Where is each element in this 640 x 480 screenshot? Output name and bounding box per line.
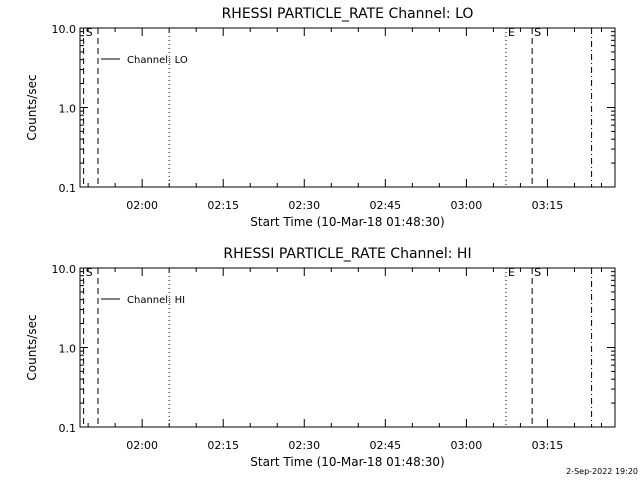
y-tick-label: 1.0 — [59, 343, 77, 356]
x-tick-label: 02:30 — [288, 199, 320, 212]
marker-label: S — [534, 266, 541, 279]
y-tick-label: 0.1 — [59, 182, 77, 195]
chart-panel-1: RHESSI PARTICLE_RATE Channel: LO Start Ti… — [25, 6, 616, 229]
x-tick-label: 03:15 — [532, 439, 564, 452]
y-tick-label: 10.0 — [52, 263, 77, 276]
chart-panel-2: RHESSI PARTICLE_RATE Channel: HI Start Ti… — [25, 246, 616, 469]
x-axis-label: Start Time (10-Mar-18 01:48:30) — [250, 215, 444, 229]
y-tick-label: 0.1 — [59, 422, 77, 435]
y-axis-label: Counts/sec — [25, 74, 39, 140]
x-tick-label: 02:15 — [207, 439, 239, 452]
chart-title: RHESSI PARTICLE_RATE Channel: LO — [222, 6, 474, 22]
marker-label: S — [86, 266, 93, 279]
x-tick-label: 03:15 — [532, 199, 564, 212]
y-axis-label: Counts/sec — [25, 314, 39, 380]
x-tick-label: 02:15 — [207, 199, 239, 212]
legend-label: Channel: HI — [127, 295, 185, 306]
x-tick-label: 02:45 — [369, 439, 401, 452]
x-tick-label: 03:00 — [451, 439, 483, 452]
marker-label: S — [534, 26, 541, 39]
x-tick-label: 02:00 — [126, 439, 158, 452]
footer-date: 2-Sep-2022 19:20 — [566, 467, 638, 476]
marker-label: E — [508, 266, 515, 279]
marker-label: S — [86, 26, 93, 39]
x-tick-label: 02:00 — [126, 199, 158, 212]
legend-label: Channel: LO — [127, 55, 188, 66]
x-axis-label: Start Time (10-Mar-18 01:48:30) — [250, 455, 444, 469]
x-tick-label: 03:00 — [451, 199, 483, 212]
x-tick-label: 02:45 — [369, 199, 401, 212]
chart-title: RHESSI PARTICLE_RATE Channel: HI — [223, 246, 471, 262]
y-tick-label: 10.0 — [52, 23, 77, 36]
y-tick-label: 1.0 — [59, 103, 77, 116]
x-tick-label: 02:30 — [288, 439, 320, 452]
marker-label: E — [508, 26, 515, 39]
